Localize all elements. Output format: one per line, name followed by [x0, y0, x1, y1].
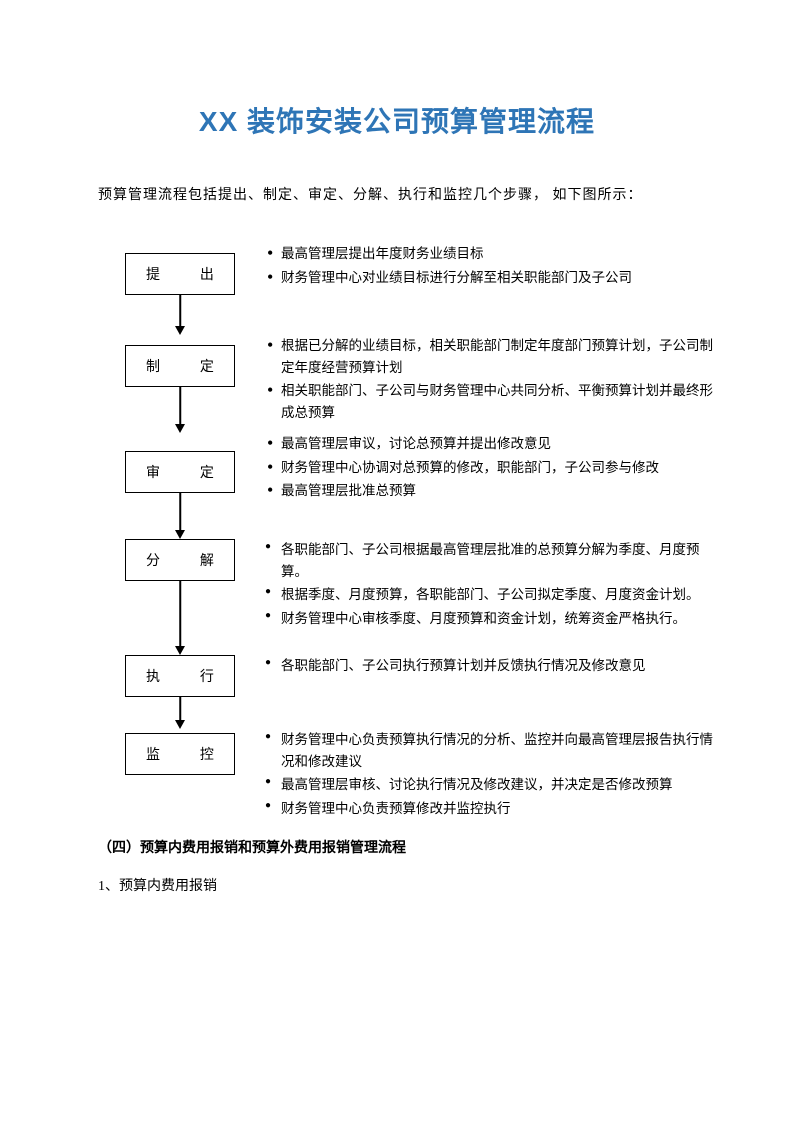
flow-step-item: 最高管理层提出年度财务业绩目标 [265, 243, 724, 265]
flow-step-content: 财务管理中心负责预算执行情况的分析、监控并向最高管理层报告执行情况和修改建议最高… [235, 729, 724, 821]
flow-step-item: 相关职能部门、子公司与财务管理中心共同分析、平衡预算计划并最终形成总预算 [265, 380, 724, 423]
sub-item: 1、预算内费用报销 [70, 875, 724, 895]
flow-row: 分 解各职能部门、子公司根据最高管理层批准的总预算分解为季度、月度预算。根据季度… [125, 539, 724, 655]
flow-connector [125, 697, 235, 729]
chevron-down-icon [175, 424, 185, 433]
flow-row: 审 定最高管理层审议，讨论总预算并提出修改意见财务管理中心协调对总预算的修改，职… [125, 433, 724, 539]
flow-step-item: 最高管理层批准总预算 [265, 480, 724, 502]
chevron-down-icon [175, 646, 185, 655]
flow-connector [125, 493, 235, 539]
intro-paragraph: 预算管理流程包括提出、制定、审定、分解、执行和监控几个步骤， 如下图所示： [70, 178, 724, 213]
flow-step-box: 制 定 [125, 345, 235, 387]
flow-step-item: 财务管理中心审核季度、月度预算和资金计划，统筹资金严格执行。 [265, 608, 724, 630]
flow-connector [125, 295, 235, 335]
flow-step-box: 审 定 [125, 451, 235, 493]
page-title: XX 装饰安装公司预算管理流程 [70, 100, 724, 140]
flow-step-box: 监 控 [125, 733, 235, 775]
flow-step-item: 根据季度、月度预算，各职能部门、子公司拟定季度、月度资金计划。 [265, 584, 724, 606]
flow-step-content: 最高管理层审议，讨论总预算并提出修改意见财务管理中心协调对总预算的修改，职能部门… [235, 433, 724, 504]
flow-step-item: 最高管理层审议，讨论总预算并提出修改意见 [265, 433, 724, 455]
flow-step-content: 最高管理层提出年度财务业绩目标财务管理中心对业绩目标进行分解至相关职能部门及子公… [235, 243, 724, 290]
flow-connector [125, 387, 235, 433]
flow-step-item: 财务管理中心对业绩目标进行分解至相关职能部门及子公司 [265, 267, 724, 289]
chevron-down-icon [175, 530, 185, 539]
flow-step-item: 最高管理层审核、讨论执行情况及修改建议，并决定是否修改预算 [265, 774, 724, 796]
flow-step-box: 提 出 [125, 253, 235, 295]
flow-row: 提 出最高管理层提出年度财务业绩目标财务管理中心对业绩目标进行分解至相关职能部门… [125, 243, 724, 335]
flow-step-item: 各职能部门、子公司执行预算计划并反馈执行情况及修改意见 [265, 655, 724, 677]
flow-step-box: 执 行 [125, 655, 235, 697]
flow-step-item: 各职能部门、子公司根据最高管理层批准的总预算分解为季度、月度预算。 [265, 539, 724, 582]
flow-step-item: 财务管理中心负责预算执行情况的分析、监控并向最高管理层报告执行情况和修改建议 [265, 729, 724, 772]
flow-step-item: 根据已分解的业绩目标，相关职能部门制定年度部门预算计划，子公司制定年度经营预算计… [265, 335, 724, 378]
flow-row: 制 定根据已分解的业绩目标，相关职能部门制定年度部门预算计划，子公司制定年度经营… [125, 335, 724, 433]
flow-step-box: 分 解 [125, 539, 235, 581]
flow-step-content: 根据已分解的业绩目标，相关职能部门制定年度部门预算计划，子公司制定年度经营预算计… [235, 335, 724, 425]
flow-step-content: 各职能部门、子公司执行预算计划并反馈执行情况及修改意见 [235, 655, 724, 679]
flow-row: 监 控财务管理中心负责预算执行情况的分析、监控并向最高管理层报告执行情况和修改建… [125, 729, 724, 821]
flow-row: 执 行 各职能部门、子公司执行预算计划并反馈执行情况及修改意见 [125, 655, 724, 729]
flow-step-content: 各职能部门、子公司根据最高管理层批准的总预算分解为季度、月度预算。根据季度、月度… [235, 539, 724, 631]
flow-step-item: 财务管理中心协调对总预算的修改，职能部门，子公司参与修改 [265, 457, 724, 479]
flow-step-item: 财务管理中心负责预算修改并监控执行 [265, 798, 724, 820]
section-heading: （四）预算内费用报销和预算外费用报销管理流程 [70, 837, 724, 857]
flowchart: 提 出最高管理层提出年度财务业绩目标财务管理中心对业绩目标进行分解至相关职能部门… [70, 243, 724, 821]
chevron-down-icon [175, 326, 185, 335]
chevron-down-icon [175, 720, 185, 729]
flow-connector [125, 581, 235, 655]
